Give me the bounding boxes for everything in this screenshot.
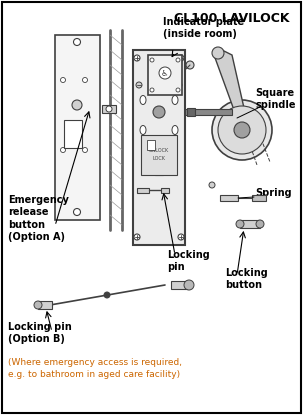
Circle shape: [256, 220, 264, 228]
Circle shape: [61, 147, 65, 152]
Ellipse shape: [140, 95, 146, 105]
Text: ♿: ♿: [161, 68, 169, 78]
Text: UNLOCK: UNLOCK: [149, 147, 169, 152]
Circle shape: [176, 88, 180, 92]
Circle shape: [159, 67, 171, 79]
Ellipse shape: [140, 125, 146, 134]
Circle shape: [153, 106, 165, 118]
Circle shape: [72, 100, 82, 110]
Circle shape: [212, 100, 272, 160]
Bar: [187, 108, 195, 116]
Circle shape: [178, 234, 184, 240]
Bar: [133, 50, 185, 245]
Circle shape: [184, 280, 194, 290]
Circle shape: [106, 106, 112, 112]
Bar: [102, 105, 116, 113]
Text: Emergency
release
button
(Option A): Emergency release button (Option A): [8, 195, 69, 242]
Bar: [38, 301, 52, 309]
Bar: [220, 195, 238, 201]
Circle shape: [150, 58, 154, 62]
Circle shape: [176, 82, 182, 88]
Circle shape: [178, 55, 184, 61]
Bar: [185, 109, 232, 115]
Text: CL100 LAVILOCK: CL100 LAVILOCK: [175, 12, 290, 25]
Bar: [155, 159, 163, 175]
Circle shape: [136, 82, 142, 88]
Circle shape: [186, 61, 194, 69]
Circle shape: [236, 220, 244, 228]
Text: Indicator plate
(inside room): Indicator plate (inside room): [163, 17, 244, 39]
Text: Spring: Spring: [255, 188, 291, 198]
Circle shape: [104, 292, 110, 298]
Text: Locking
button: Locking button: [225, 268, 268, 290]
Circle shape: [74, 208, 81, 215]
Circle shape: [82, 78, 88, 83]
Bar: [171, 281, 189, 289]
Text: (Where emergency access is required,
e.g. to bathroom in aged care facility): (Where emergency access is required, e.g…: [8, 358, 182, 379]
Circle shape: [61, 78, 65, 83]
Bar: [240, 220, 260, 228]
Text: Locking pin
(Option B): Locking pin (Option B): [8, 322, 72, 344]
Ellipse shape: [172, 125, 178, 134]
Bar: [161, 188, 169, 193]
Circle shape: [150, 88, 154, 92]
Circle shape: [74, 39, 81, 46]
Circle shape: [212, 47, 224, 59]
Circle shape: [218, 106, 266, 154]
Circle shape: [176, 58, 180, 62]
Circle shape: [34, 301, 42, 309]
Circle shape: [82, 147, 88, 152]
Circle shape: [150, 146, 168, 164]
Circle shape: [134, 55, 140, 61]
Bar: [148, 55, 182, 95]
Ellipse shape: [172, 95, 178, 105]
Bar: [137, 188, 149, 193]
Bar: [252, 195, 266, 201]
Text: LOCK: LOCK: [152, 156, 165, 161]
Circle shape: [234, 122, 250, 138]
Bar: [141, 135, 177, 175]
Text: Square
spindle: Square spindle: [255, 88, 295, 110]
Bar: [147, 140, 155, 150]
Circle shape: [134, 234, 140, 240]
Circle shape: [209, 182, 215, 188]
Text: Locking
pin: Locking pin: [167, 250, 210, 271]
Bar: [64, 120, 82, 148]
Bar: [55, 35, 100, 220]
Polygon shape: [214, 50, 244, 110]
